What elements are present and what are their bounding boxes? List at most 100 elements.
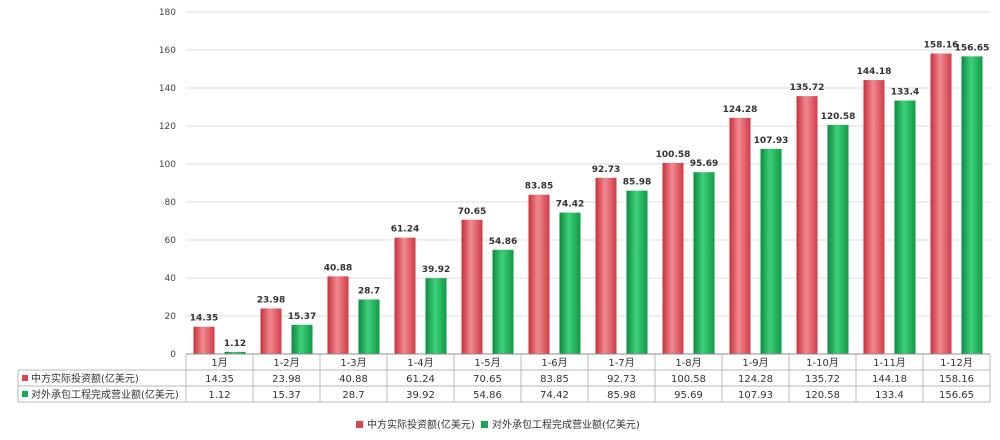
table-cell: 144.18 xyxy=(872,374,907,385)
data-label: 135.72 xyxy=(790,83,825,93)
data-label: 74.42 xyxy=(556,200,584,210)
table-cell: 14.35 xyxy=(205,374,234,385)
legend-key-investment xyxy=(356,421,363,428)
data-label: 1.12 xyxy=(224,339,246,349)
table-cell: 1.12 xyxy=(208,390,230,401)
bar-investment-9 xyxy=(796,96,818,354)
table-cell: 70.65 xyxy=(473,374,502,385)
bar-contract-1 xyxy=(291,324,313,354)
data-label: 95.69 xyxy=(690,159,718,169)
y-tick-label: 120 xyxy=(159,122,176,132)
table-cell: 40.88 xyxy=(339,374,368,385)
bars xyxy=(193,53,983,355)
bar-contract-11 xyxy=(961,56,983,355)
data-label: 85.98 xyxy=(623,178,651,188)
table-cell: 85.98 xyxy=(607,390,636,401)
data-label: 124.28 xyxy=(723,105,758,115)
y-tick-label: 20 xyxy=(165,312,177,322)
bar-investment-6 xyxy=(595,177,617,354)
data-label: 54.86 xyxy=(489,237,517,247)
bar-investment-1 xyxy=(260,308,282,354)
data-label: 70.65 xyxy=(458,207,486,217)
category-label: 1-5月 xyxy=(474,357,500,369)
bar-investment-2 xyxy=(327,276,349,354)
y-tick-label: 60 xyxy=(165,236,177,246)
bar-investment-7 xyxy=(662,162,684,354)
bar-contract-2 xyxy=(358,299,380,354)
bar-investment-5 xyxy=(528,194,550,354)
table-cell: 156.65 xyxy=(939,390,974,401)
bar-investment-8 xyxy=(729,117,751,354)
table-cell: 95.69 xyxy=(674,390,703,401)
data-label: 144.18 xyxy=(857,67,892,77)
legend: 中方实际投资额(亿美元) 对外承包工程完成营业额(亿美元) xyxy=(356,418,640,431)
data-label: 120.58 xyxy=(821,112,856,122)
category-label: 1-12月 xyxy=(940,357,973,369)
data-label: 133.4 xyxy=(891,88,919,98)
category-label: 1-7月 xyxy=(608,357,634,369)
table-cell: 54.86 xyxy=(473,390,502,401)
table-cell: 39.92 xyxy=(406,390,435,401)
legend-label-contract: 对外承包工程完成营业额(亿美元) xyxy=(492,418,640,431)
bar-investment-0 xyxy=(193,326,215,354)
bar-contract-8 xyxy=(760,148,782,354)
bar-investment-10 xyxy=(863,80,885,355)
bar-contract-7 xyxy=(693,172,715,354)
data-label: 156.65 xyxy=(955,43,990,53)
table-cell: 135.72 xyxy=(805,374,840,385)
data-label: 100.58 xyxy=(656,150,691,160)
bar-contract-10 xyxy=(894,100,916,354)
category-label: 1-2月 xyxy=(273,357,299,369)
table-cell: 74.42 xyxy=(540,390,569,401)
data-table: 1月 1-2月 1-3月 1-4月 1-5月 1-6月 1-7月 1-8月 1-9月 1-10月 1… xyxy=(17,353,991,403)
table-cell: 120.58 xyxy=(805,390,840,401)
legend-key-contract xyxy=(481,421,488,428)
table-cell: 107.93 xyxy=(738,390,773,401)
data-label: 61.24 xyxy=(391,225,419,235)
data-label: 92.73 xyxy=(592,165,620,175)
data-label: 15.37 xyxy=(288,312,316,322)
table-cell: 83.85 xyxy=(540,374,569,385)
bar-contract-6 xyxy=(626,190,648,354)
table-cell: 23.98 xyxy=(272,374,301,385)
table-cell: 61.24 xyxy=(406,374,435,385)
category-label: 1-8月 xyxy=(675,357,701,369)
category-label: 1-10月 xyxy=(806,357,839,369)
y-tick-label: 140 xyxy=(159,84,176,94)
table-cell: 158.16 xyxy=(939,374,974,385)
y-tick-label: 100 xyxy=(159,160,176,170)
y-tick-label: 180 xyxy=(159,8,176,18)
row-series-name: 中方实际投资额(亿美元) xyxy=(31,372,139,385)
data-label: 39.92 xyxy=(422,265,450,275)
table-cell: 15.37 xyxy=(272,390,301,401)
bar-investment-11 xyxy=(930,53,952,354)
data-label: 23.98 xyxy=(257,295,285,305)
category-label: 1-11月 xyxy=(873,357,906,369)
data-label: 40.88 xyxy=(324,263,352,273)
row-legend-key xyxy=(22,375,28,381)
table-cell: 92.73 xyxy=(607,374,636,385)
table-cell: 28.7 xyxy=(342,390,364,401)
gridlines xyxy=(186,11,990,317)
data-label: 28.7 xyxy=(358,286,380,296)
category-label: 1-9月 xyxy=(742,357,768,369)
table-cell: 124.28 xyxy=(738,374,773,385)
y-tick-label: 160 xyxy=(159,46,176,56)
table-cell: 100.58 xyxy=(671,374,706,385)
category-label: 1月 xyxy=(211,357,227,369)
bar-contract-9 xyxy=(827,124,849,354)
bar-contract-0 xyxy=(224,351,246,354)
table-cell: 133.4 xyxy=(875,390,904,401)
legend-label-investment: 中方实际投资额(亿美元) xyxy=(367,418,475,431)
data-label: 83.85 xyxy=(525,182,553,192)
y-axis: 0 20 40 60 80 100 120 140 160 180 xyxy=(159,8,176,360)
data-label: 107.93 xyxy=(754,136,789,146)
row-series-name: 对外承包工程完成营业额(亿美元) xyxy=(31,388,179,401)
category-label: 1-4月 xyxy=(407,357,433,369)
data-label: 158.16 xyxy=(924,40,959,50)
bar-investment-3 xyxy=(394,237,416,354)
y-tick-label: 0 xyxy=(170,350,176,360)
y-tick-label: 80 xyxy=(165,198,177,208)
